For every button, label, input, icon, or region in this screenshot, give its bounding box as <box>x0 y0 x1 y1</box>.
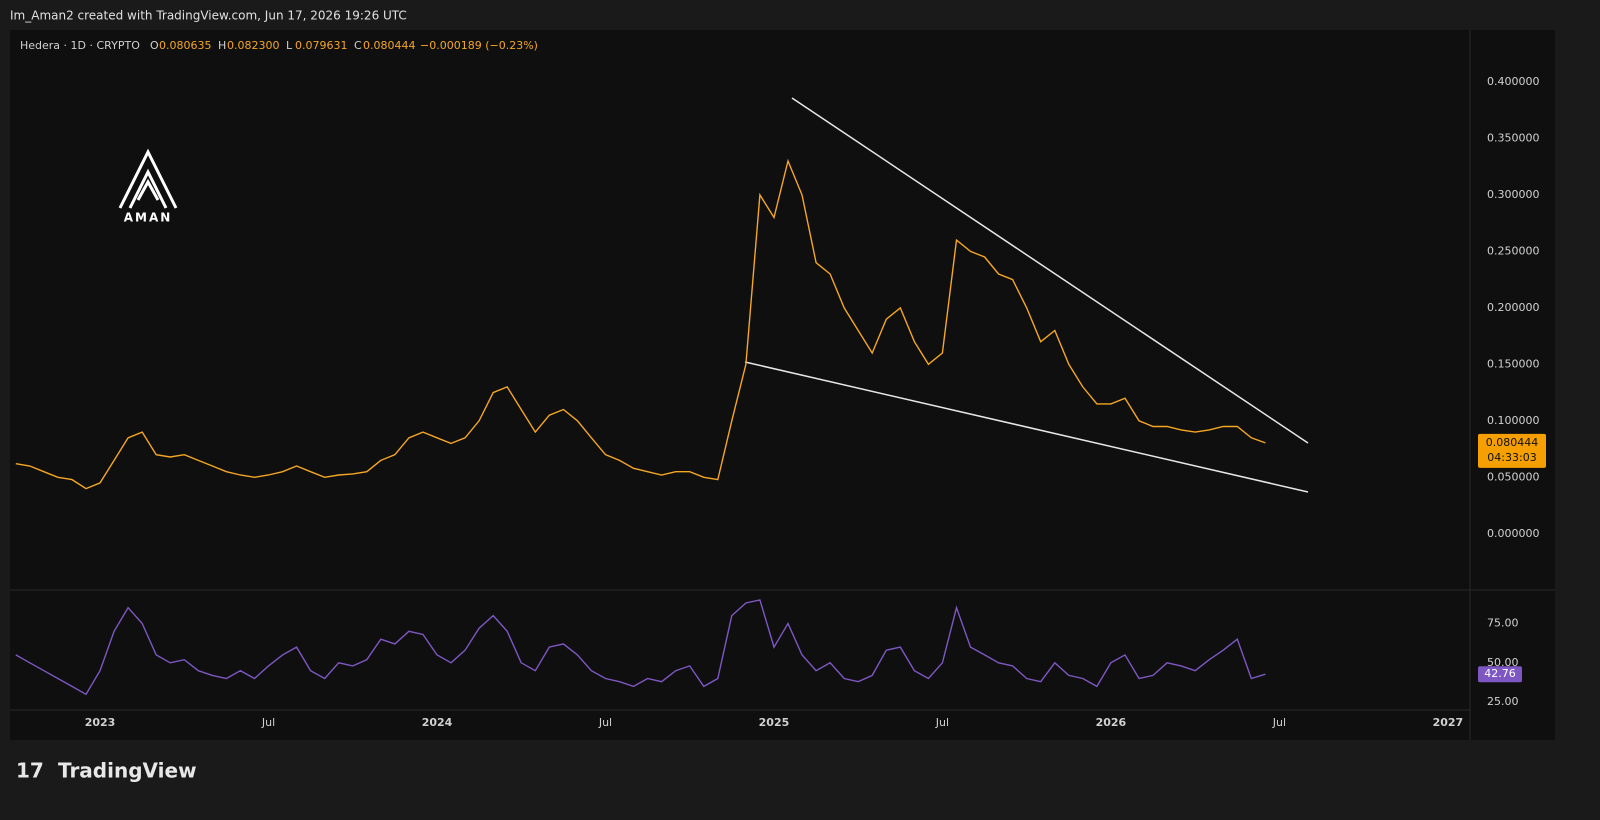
ohlc-value: 0.080444 <box>363 39 416 52</box>
y-tick-label: 0.200000 <box>1487 301 1540 314</box>
brand-icon: 17 <box>16 759 44 783</box>
y-tick-label: 0.250000 <box>1487 244 1540 257</box>
y-tick-label: 0.050000 <box>1487 470 1540 483</box>
x-tick-label: 2026 <box>1096 716 1127 729</box>
ohlc-value: 0.079631 <box>295 39 348 52</box>
logo-peak <box>118 148 178 209</box>
y-tick-label: 0.100000 <box>1487 414 1540 427</box>
last-price: 0.080444 <box>1486 436 1539 449</box>
watermark-logo <box>118 148 178 209</box>
symbol: Hedera · 1D · CRYPTO <box>20 39 140 52</box>
x-tick-label: Jul <box>598 716 612 729</box>
rsi-tick-label: 75.00 <box>1487 616 1519 629</box>
x-tick-label: 2023 <box>85 716 116 729</box>
x-tick-label: 2024 <box>422 716 453 729</box>
logo-peak <box>136 178 160 201</box>
credit: Im_Aman2 created with TradingView.com, J… <box>10 9 407 23</box>
rsi-last: 42.76 <box>1484 667 1516 680</box>
y-tick-label: 0.300000 <box>1487 188 1540 201</box>
x-tick-label: Jul <box>935 716 949 729</box>
rsi-tick-label: 25.00 <box>1487 695 1519 708</box>
x-tick-label: 2027 <box>1433 716 1464 729</box>
y-tick-label: 0.350000 <box>1487 131 1540 144</box>
brand: TradingView <box>58 759 197 783</box>
change: −0.000189 (−0.23%) <box>420 39 538 52</box>
trendline <box>791 97 1309 444</box>
rsi-tick-label: 50.00 <box>1487 656 1519 669</box>
y-tick-label: 0.150000 <box>1487 357 1540 370</box>
y-tick-label: 0.400000 <box>1487 75 1540 88</box>
x-tick-label: Jul <box>261 716 275 729</box>
countdown: 04:33:03 <box>1487 451 1536 464</box>
ohlc-key: C <box>354 39 362 52</box>
x-tick-label: 2025 <box>759 716 790 729</box>
ohlc-value: 0.082300 <box>227 39 280 52</box>
ohlc-key: H <box>218 39 226 52</box>
y-tick-label: 0.000000 <box>1487 527 1540 540</box>
rsi-line <box>15 599 1266 696</box>
ohlc-key: O <box>150 39 159 52</box>
x-tick-label: Jul <box>1272 716 1286 729</box>
ohlc-value: 0.080635 <box>159 39 212 52</box>
logo-peak <box>128 168 168 209</box>
trendline <box>744 361 1309 493</box>
legend: Hedera · 1D · CRYPTO <box>20 39 140 52</box>
ohlc-key: L <box>286 39 293 52</box>
price-badge <box>1478 433 1546 468</box>
price-line <box>15 158 1266 490</box>
watermark-text: AMAN <box>124 211 173 225</box>
rsi-badge <box>1478 666 1522 683</box>
chart-area <box>10 30 1555 740</box>
